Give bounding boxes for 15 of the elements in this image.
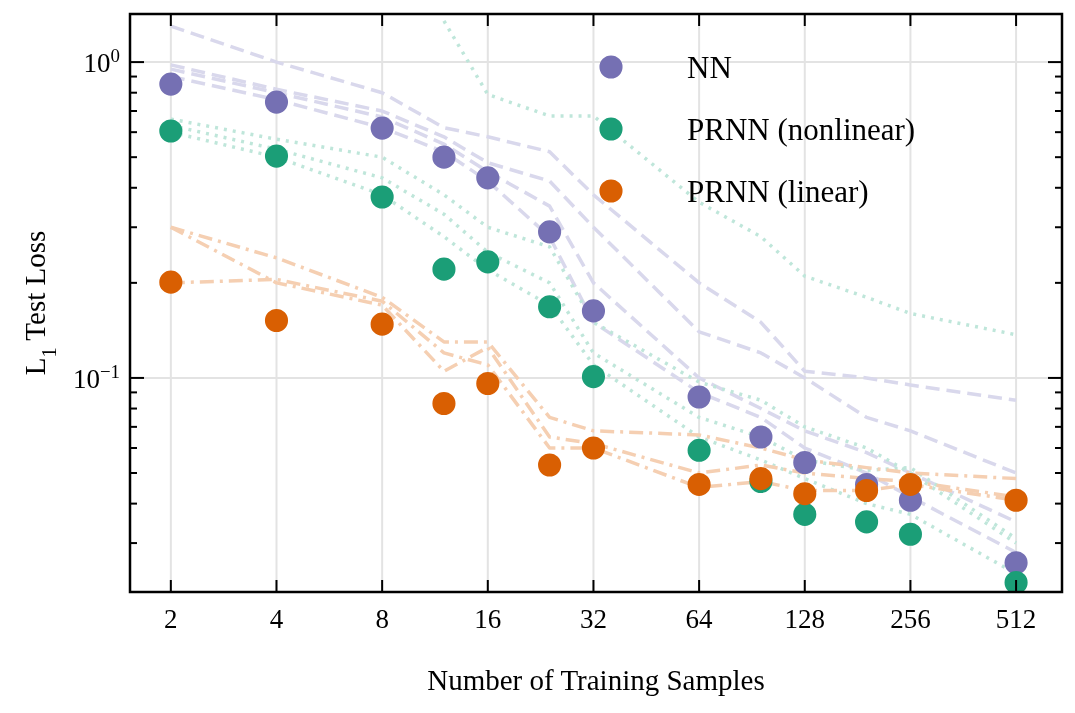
y-tick-label: 10$^{−1}$ xyxy=(72,360,120,394)
x-tick-label: 2 xyxy=(164,604,178,634)
x-tick-label: 128 xyxy=(784,604,826,634)
x-axis-title: Number of Training Samples xyxy=(427,664,765,696)
x-tick-label: 32 xyxy=(579,604,607,634)
legend-label: NN xyxy=(687,50,732,85)
x-tick-label: 4 xyxy=(269,604,284,634)
x-tick-label: 8 xyxy=(375,604,389,634)
x-tick-label: 512 xyxy=(995,604,1037,634)
x-tick-label: 64 xyxy=(685,604,714,634)
x-tick-label: 256 xyxy=(890,604,931,634)
legend-label: PRNN (nonlinear) xyxy=(687,112,916,147)
x-tick-label: 16 xyxy=(474,604,502,634)
legend-label: PRNN (linear) xyxy=(687,174,869,209)
y-tick-label: 10$^{0}$ xyxy=(83,44,120,79)
